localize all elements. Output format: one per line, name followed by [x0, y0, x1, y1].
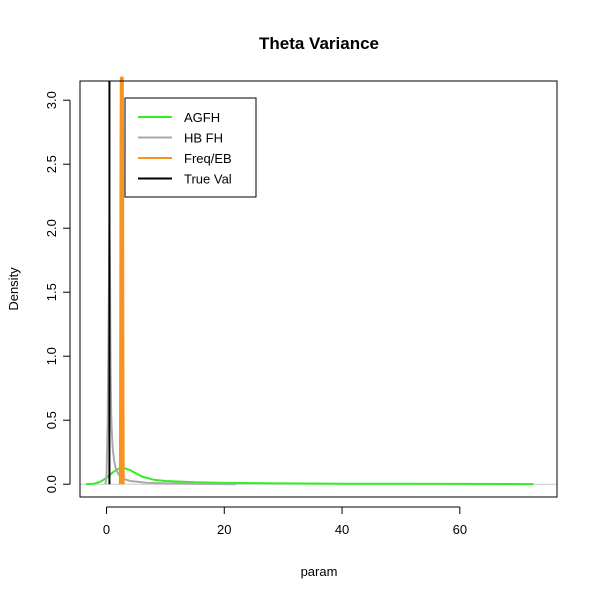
legend-label-true-val: True Val	[184, 172, 232, 187]
legend-box	[124, 97, 257, 198]
x-axis: 0 20 40 60	[103, 506, 467, 537]
x-axis-label: param	[301, 564, 338, 579]
series-line-agfh	[85, 467, 534, 486]
plot-box	[79, 80, 558, 498]
x-tick-label: 60	[453, 522, 467, 537]
y-tick-label: 1.5	[44, 283, 59, 301]
y-tick-label: 2.5	[44, 155, 59, 173]
y-axis-label: Density	[6, 267, 21, 311]
chart-title: Theta Variance	[259, 34, 379, 53]
y-axis: 0.0 0.5 1.0 1.5 2.0 2.5 3.0	[44, 91, 71, 493]
legend-label-freq-eb: Freq/EB	[184, 151, 232, 166]
series-line-hb-fh	[104, 220, 237, 486]
x-tick-label: 40	[335, 522, 349, 537]
y-tick-label: 0.0	[44, 475, 59, 493]
legend-label-hb-fh: HB FH	[184, 131, 223, 146]
legend: AGFH HB FH Freq/EB True Val	[124, 97, 257, 198]
x-tick-label: 0	[103, 522, 110, 537]
x-tick-label: 20	[217, 522, 231, 537]
y-tick-label: 3.0	[44, 91, 59, 109]
y-tick-label: 1.0	[44, 347, 59, 365]
series-line-freq-eb	[118, 76, 125, 485]
y-tick-label: 2.0	[44, 219, 59, 237]
legend-label-agfh: AGFH	[184, 110, 220, 125]
y-tick-label: 0.5	[44, 411, 59, 429]
